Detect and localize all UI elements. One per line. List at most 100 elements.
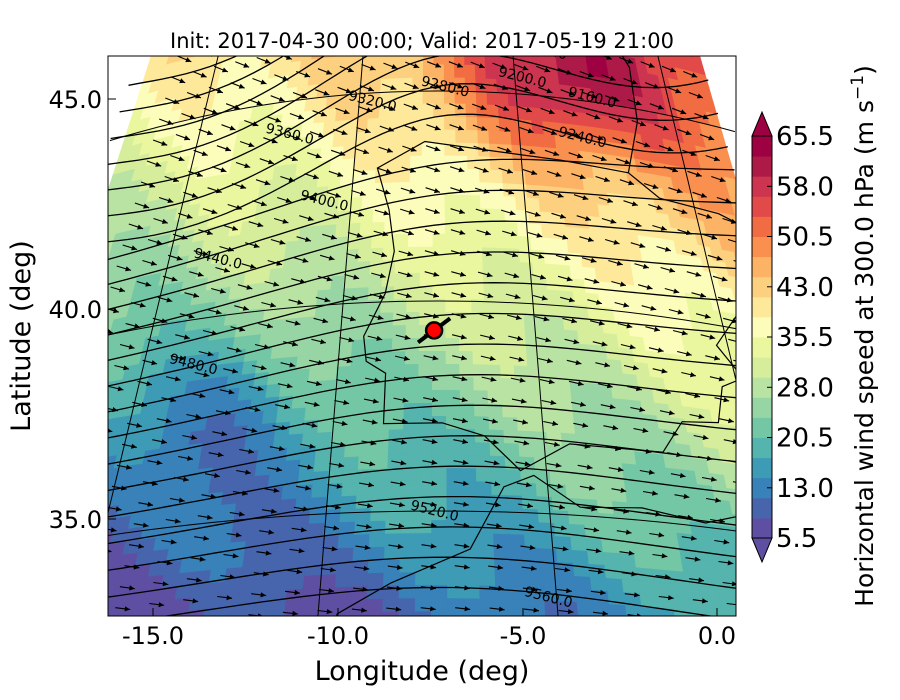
wind-speed-cell: [489, 155, 503, 171]
wind-speed-cell: [344, 429, 362, 445]
wind-speed-cell: [538, 197, 553, 213]
wind-speed-cell: [330, 274, 346, 290]
wind-speed-cell: [392, 56, 404, 66]
wind-speed-cell: [23, 481, 42, 497]
wind-speed-cell: [284, 458, 302, 474]
wind-speed-cell: [365, 14, 376, 28]
wind-speed-cell: [273, 549, 292, 565]
wind-speed-cell: [558, 574, 577, 590]
wind-speed-cell: [108, 380, 111, 389]
wind-speed-cell: [279, 497, 298, 513]
colorbar-tick-label: 28.0: [776, 373, 834, 403]
wind-speed-cell: [30, 553, 49, 569]
wind-speed-cell: [202, 56, 216, 68]
wind-speed-cell: [467, 168, 481, 183]
wind-speed-cell: [430, 610, 449, 616]
wind-speed-cell: [71, 459, 89, 475]
wind-speed-cell: [741, 629, 760, 644]
wind-arrow: [81, 491, 96, 496]
wind-speed-cell: [563, 212, 579, 228]
wind-speed-cell: [571, 549, 590, 565]
wind-speed-cell: [445, 336, 460, 352]
wind-speed-cell: [488, 415, 505, 431]
wind-speed-cell: [188, 595, 208, 611]
wind-speed-cell: [633, 553, 653, 569]
wind-speed-cell: [443, 63, 456, 78]
wind-speed-cell: [239, 56, 254, 72]
wind-speed-cell: [825, 590, 845, 606]
wind-speed-cell: [556, 392, 574, 408]
wind-speed-cell: [526, 352, 542, 367]
wind-speed-cell: [363, 169, 377, 184]
wind-speed-cell: [89, 394, 107, 410]
wind-speed-cell: [400, 89, 413, 105]
wind-speed-cell: [310, 224, 326, 240]
wind-speed-cell: [78, 483, 96, 499]
wind-speed-cell: [318, 573, 337, 589]
wind-speed-cell: [777, 646, 797, 662]
wind-speed-cell: [53, 637, 73, 653]
wind-speed-cell: [637, 579, 657, 595]
wind-speed-cell: [156, 56, 170, 68]
wind-arrow: [756, 585, 771, 590]
wind-speed-cell: [7, 582, 27, 598]
wind-speed-cell: [238, 475, 256, 491]
wind-speed-cell: [50, 587, 70, 603]
wind-speed-cell: [621, 462, 639, 478]
wind-speed-cell: [277, 291, 294, 307]
wind-speed-cell: [823, 528, 842, 544]
wind-arrow: [818, 574, 833, 579]
wind-speed-cell: [574, 575, 593, 591]
wind-arrow: [386, 628, 401, 633]
wind-speed-cell: [453, 56, 466, 65]
wind-arrow: [86, 590, 101, 595]
wind-speed-cell: [505, 468, 522, 483]
wind-speed-cell: [297, 470, 315, 486]
wind-speed-cell: [304, 561, 322, 576]
wind-speed-cell: [343, 455, 360, 471]
wind-speed-cell: [247, 512, 266, 529]
wind-speed-cell: [523, 520, 541, 536]
wind-speed-cell: [446, 532, 464, 547]
wind-speed-cell: [470, 272, 485, 287]
wind-speed-cell: [842, 655, 862, 671]
wind-speed-cell: [431, 402, 447, 416]
wind-speed-cell: [417, 415, 433, 430]
wind-speed-cell: [445, 284, 460, 299]
wind-speed-cell: [662, 633, 681, 648]
wind-speed-cell: [414, 12, 424, 26]
wind-speed-cell: [432, 298, 447, 312]
wind-arrow: [801, 512, 816, 517]
wind-speed-cell: [543, 133, 557, 149]
wind-speed-cell: [776, 408, 794, 424]
wind-speed-cell: [52, 389, 70, 405]
wind-speed-cell: [613, 513, 632, 529]
wind-speed-cell: [510, 572, 529, 587]
wind-speed-cell: [39, 429, 57, 445]
wind-speed-cell: [493, 233, 508, 249]
wind-speed-cell: [394, 12, 405, 26]
wind-speed-cell: [479, 584, 497, 599]
wind-speed-cell: [408, 193, 422, 208]
wind-speed-cell: [444, 128, 457, 143]
wind-speed-cell: [64, 436, 82, 452]
wind-speed-cell: [380, 298, 395, 313]
wind-speed-cell: [371, 480, 388, 496]
wind-speed-cell: [815, 502, 834, 518]
wind-speed-cell: [15, 507, 34, 523]
wind-speed-cell: [755, 618, 774, 633]
wind-speed-cell: [473, 13, 484, 27]
wind-speed-cell: [86, 358, 103, 374]
wind-speed-cell: [503, 442, 521, 457]
wind-speed-cell: [456, 206, 470, 222]
wind-speed-cell: [475, 467, 492, 482]
wind-speed-cell: [498, 338, 514, 353]
wind-speed-cell: [308, 509, 327, 524]
wind-speed-cell: [572, 562, 591, 578]
wind-speed-cell: [421, 167, 434, 182]
wind-speed-cell: [444, 12, 454, 25]
wind-arrow: [81, 611, 96, 616]
wind-speed-cell: [340, 56, 353, 70]
wind-speed-cell: [393, 298, 408, 313]
colorbar-segment: [752, 397, 772, 418]
